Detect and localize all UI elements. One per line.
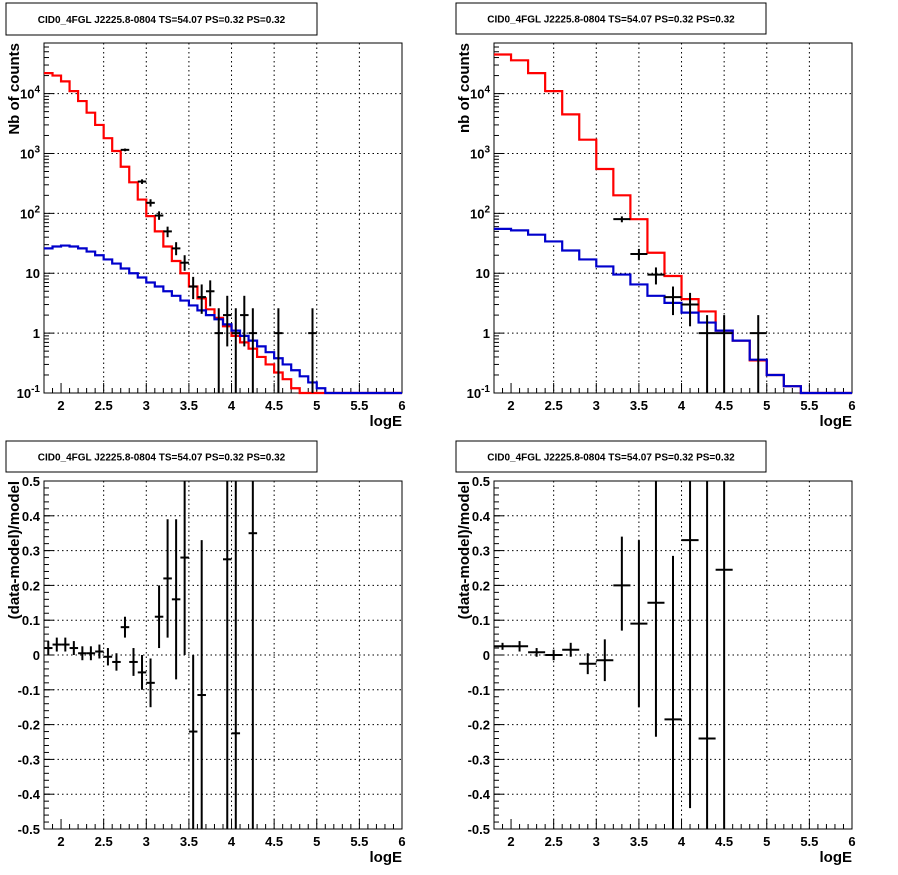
y-tick-label: 104: [470, 85, 490, 102]
x-tick-label: 5.5: [800, 834, 818, 849]
x-tick-label: 4: [228, 398, 236, 413]
x-tick-label: 2: [57, 398, 64, 413]
chart-title-box: [5, 440, 318, 473]
x-axis-label: logE: [820, 413, 853, 430]
y-tick-label: 0.2: [22, 578, 40, 593]
x-tick-label: 5.5: [350, 398, 368, 413]
chart-title: CID0_4FGL J2225.8-0804 TS=54.07 PS=0.32 …: [487, 15, 735, 26]
chart-panel-2: CID0_4FGL J2225.8-0804 TS=54.07 PS=0.32 …: [455, 2, 856, 430]
x-tick-label: 2: [57, 834, 64, 849]
y-tick-label: 0.1: [472, 613, 490, 628]
x-tick-label: 3.5: [630, 398, 648, 413]
plot-frame: [43, 480, 403, 830]
x-tick-label: 2.5: [95, 398, 113, 413]
x-tick-label: 3.5: [630, 834, 648, 849]
y-tick-label: 1: [33, 326, 40, 341]
y-tick-label: -0.5: [468, 822, 490, 837]
x-tick-label: 2.5: [545, 398, 563, 413]
plot-frame: [43, 42, 403, 394]
x-tick-label: 3.5: [180, 834, 198, 849]
x-axis-label: logE: [820, 849, 853, 866]
y-tick-label: 10-1: [467, 384, 491, 401]
chart-title: CID0_4FGL J2225.8-0804 TS=54.07 PS=0.32 …: [487, 453, 735, 464]
chart-panel-4: CID0_4FGL J2225.8-0804 TS=54.07 PS=0.32 …: [455, 440, 856, 866]
x-tick-label: 3: [593, 398, 600, 413]
y-tick-label: 1: [483, 326, 490, 341]
x-tick-label: 6: [398, 834, 405, 849]
y-tick-label: 102: [20, 204, 40, 221]
plot-frame: [493, 42, 853, 394]
y-axis-label: (data-model)/model: [456, 481, 473, 619]
chart-panel-1: CID0_4FGL J2225.8-0804 TS=54.07 PS=0.32 …: [5, 2, 406, 430]
y-tick-label: -0.4: [468, 787, 491, 802]
x-tick-label: 3: [593, 834, 600, 849]
y-tick-label: -0.1: [18, 683, 40, 698]
chart-title: CID0_4FGL J2225.8-0804 TS=54.07 PS=0.32 …: [38, 15, 286, 26]
series-step-line-1: [44, 71, 402, 395]
x-tick-label: 4: [678, 834, 686, 849]
x-tick-label: 5: [763, 834, 770, 849]
x-tick-label: 2: [507, 398, 514, 413]
x-tick-label: 4: [228, 834, 236, 849]
y-tick-label: 0.3: [22, 544, 40, 559]
y-tick-label: 0.5: [472, 474, 490, 489]
y-tick-label: -0.2: [18, 718, 40, 733]
y-tick-label: -0.4: [18, 787, 41, 802]
x-tick-label: 3.5: [180, 398, 198, 413]
y-tick-label: 0.1: [22, 613, 40, 628]
x-tick-label: 4: [678, 398, 686, 413]
x-tick-label: 6: [398, 398, 405, 413]
series-step-line-1: [494, 53, 852, 395]
y-tick-label: 0: [33, 648, 40, 663]
x-tick-label: 6: [848, 834, 855, 849]
x-tick-label: 2.5: [95, 834, 113, 849]
chart-title-box: [455, 440, 767, 473]
y-tick-label: 0.2: [472, 578, 490, 593]
x-axis-label: logE: [370, 413, 403, 430]
y-tick-label: -0.2: [468, 718, 490, 733]
series-step-line-2: [44, 244, 402, 395]
chart-title: CID0_4FGL J2225.8-0804 TS=54.07 PS=0.32 …: [38, 453, 286, 464]
x-tick-label: 4.5: [265, 834, 283, 849]
x-tick-label: 5: [763, 398, 770, 413]
chart-title-box: [5, 2, 318, 36]
series-step-line-2: [494, 227, 852, 395]
y-tick-label: 10: [476, 266, 490, 281]
x-tick-label: 4.5: [715, 834, 733, 849]
x-tick-label: 6: [848, 398, 855, 413]
y-tick-label: 103: [20, 144, 40, 161]
y-axis-label: nb of counts: [456, 43, 473, 133]
y-tick-label: -0.1: [468, 683, 490, 698]
y-tick-label: 10-1: [17, 384, 41, 401]
x-axis-label: logE: [370, 849, 403, 866]
x-tick-label: 2: [507, 834, 514, 849]
x-tick-label: 5.5: [800, 398, 818, 413]
x-tick-label: 4.5: [715, 398, 733, 413]
chart-title-box: [455, 2, 767, 35]
y-tick-label: -0.5: [18, 822, 40, 837]
y-tick-label: -0.3: [468, 752, 490, 767]
y-tick-label: 0.3: [472, 544, 490, 559]
y-tick-label: 10: [26, 266, 40, 281]
y-tick-label: 0.5: [22, 474, 40, 489]
x-tick-label: 5.5: [350, 834, 368, 849]
y-axis-label: (data-model)/model: [6, 481, 23, 619]
x-tick-label: 3: [143, 834, 150, 849]
x-tick-label: 3: [143, 398, 150, 413]
y-tick-label: 102: [470, 204, 490, 221]
y-tick-label: 0.4: [22, 509, 41, 524]
y-tick-label: 103: [470, 144, 490, 161]
y-tick-label: 0.4: [472, 509, 491, 524]
x-tick-label: 5: [313, 834, 320, 849]
y-tick-label: 104: [20, 85, 40, 102]
y-tick-label: -0.3: [18, 752, 40, 767]
y-tick-label: 0: [483, 648, 490, 663]
y-axis-label: Nb of counts: [6, 43, 23, 135]
chart-panel-3: CID0_4FGL J2225.8-0804 TS=54.07 PS=0.32 …: [5, 440, 406, 866]
x-tick-label: 4.5: [265, 398, 283, 413]
x-tick-label: 2.5: [545, 834, 563, 849]
x-tick-label: 5: [313, 398, 320, 413]
